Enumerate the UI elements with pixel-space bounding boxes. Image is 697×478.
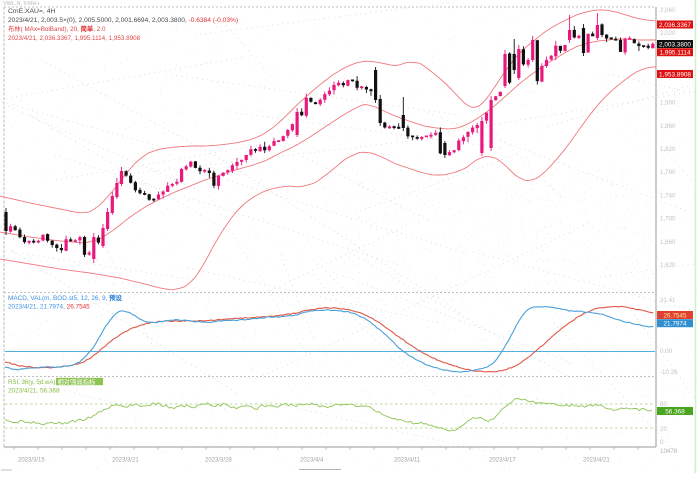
- svg-text:1,820: 1,820: [660, 146, 676, 153]
- svg-text:相对强弱指标: 相对强弱指标: [58, 377, 96, 386]
- svg-text:31.41: 31.41: [660, 297, 676, 304]
- svg-text:1,953.8908: 1,953.8908: [659, 71, 691, 78]
- svg-text:2023/3/21: 2023/3/21: [112, 458, 139, 464]
- svg-text:2023/4/21, 2,036.3367, 1,995.1: 2023/4/21, 2,036.3367, 1,995.1114, 1,953…: [8, 35, 141, 42]
- svg-text:0.00: 0.00: [660, 348, 673, 355]
- svg-text:VWL.N, 9:MH+: VWL.N, 9:MH+: [3, 1, 40, 7]
- svg-text:0: 0: [660, 439, 664, 446]
- svg-text:1,620: 1,620: [660, 262, 676, 269]
- svg-text:2,020: 2,020: [660, 30, 676, 37]
- svg-text:1,780: 1,780: [660, 169, 676, 176]
- svg-text:26.7545: 26.7545: [663, 312, 687, 319]
- svg-text:布林( MAx=BolBand), 20, 简单, 2.0: 布林( MAx=BolBand), 20, 简单, 2.0: [8, 24, 106, 33]
- svg-text:21.7974: 21.7974: [663, 321, 687, 328]
- svg-text:2023/4/21: 2023/4/21: [583, 458, 610, 464]
- svg-text:2023/4/21, 56.368: 2023/4/21, 56.368: [8, 388, 60, 395]
- svg-text:1,860: 1,860: [660, 123, 676, 130]
- svg-text:-10.26: -10.26: [660, 369, 678, 376]
- svg-text:1,995.1114: 1,995.1114: [659, 50, 690, 57]
- svg-text:2023/4/21, 2,003.5×(0), 2,005.: 2023/4/21, 2,003.5×(0), 2,005.5000, 2,00…: [8, 17, 238, 24]
- svg-text:2023/4/4: 2023/4/4: [300, 458, 324, 464]
- svg-text:2023/3/28: 2023/3/28: [205, 458, 232, 464]
- svg-text:RSI, 36(y, 5d.wA), 14,: RSI, 36(y, 5d.wA), 14,: [8, 379, 67, 386]
- svg-text:MACD, VAL(m, BOD.st5, 12, 26,: MACD, VAL(m, BOD.st5, 12, 26, 9, 预设: [8, 293, 122, 302]
- svg-text:56.368: 56.368: [665, 408, 685, 415]
- svg-text:2,060: 2,060: [660, 7, 676, 14]
- svg-text:2023/4/21, 21.7974, 26.7545: 2023/4/21, 21.7974, 26.7545: [8, 304, 90, 311]
- svg-text:1,660: 1,660: [660, 239, 676, 246]
- svg-text:2023/3/15: 2023/3/15: [18, 458, 45, 464]
- svg-text:2,036.3367: 2,036.3367: [659, 22, 691, 29]
- svg-text:1,900: 1,900: [660, 100, 676, 107]
- svg-text:2,003.3800: 2,003.3800: [659, 41, 691, 48]
- svg-text:1,700: 1,700: [660, 216, 676, 223]
- svg-text:2023/4/17: 2023/4/17: [489, 458, 516, 464]
- svg-text:1,740: 1,740: [660, 192, 676, 199]
- svg-text:2023/4/11: 2023/4/11: [394, 458, 421, 464]
- svg-text:CmE.XAU=, 4H: CmE.XAU=, 4H: [8, 8, 55, 15]
- svg-text:80: 80: [660, 401, 667, 408]
- svg-text:20: 20: [660, 426, 667, 433]
- svg-text:10478: 10478: [660, 448, 678, 455]
